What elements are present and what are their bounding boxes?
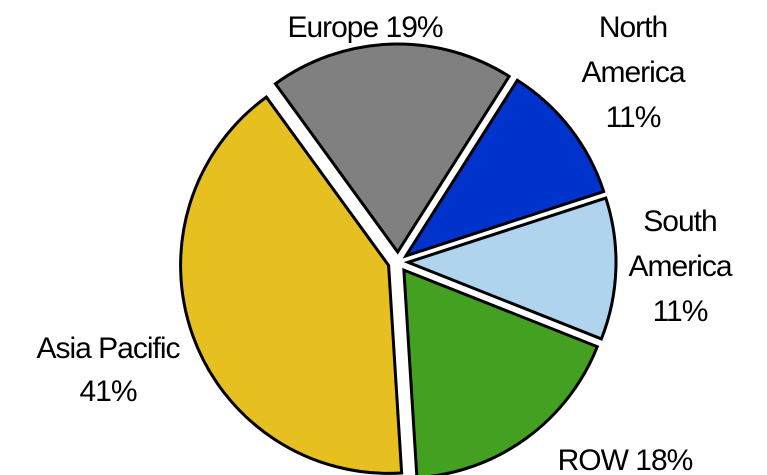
pie-label-line: South bbox=[643, 205, 716, 238]
pie-label-north-america: North America 11% bbox=[581, 11, 685, 134]
pie-label-line: Europe 19% bbox=[287, 11, 442, 44]
pie-label-europe: Europe 19% bbox=[287, 11, 442, 44]
pie-label-asia-pacific: Asia Pacific 41% bbox=[36, 332, 180, 408]
pie-label-line: 11% bbox=[653, 295, 708, 328]
pie-label-line: North bbox=[599, 11, 667, 44]
pie-label-south-america: South America 11% bbox=[628, 205, 732, 328]
pie-labels: Europe 19% North America 11% South America 11%… bbox=[36, 11, 733, 475]
pie-slice-asia-pacific bbox=[179, 95, 404, 475]
pie-label-row: ROW 18% bbox=[558, 444, 693, 475]
pie-label-line: 11% bbox=[606, 101, 661, 134]
pie-label-line: Asia Pacific bbox=[36, 332, 180, 365]
pie-label-line: America bbox=[628, 250, 732, 283]
pie-label-line: America bbox=[581, 56, 685, 89]
pie-slice-europe bbox=[273, 42, 512, 255]
pie-slice-north-america bbox=[402, 78, 606, 259]
pie-label-line: ROW 18% bbox=[558, 444, 693, 475]
pie-label-line: 41% bbox=[79, 375, 136, 408]
pie-slices bbox=[179, 42, 618, 475]
pie-slice-south-america bbox=[403, 196, 618, 341]
